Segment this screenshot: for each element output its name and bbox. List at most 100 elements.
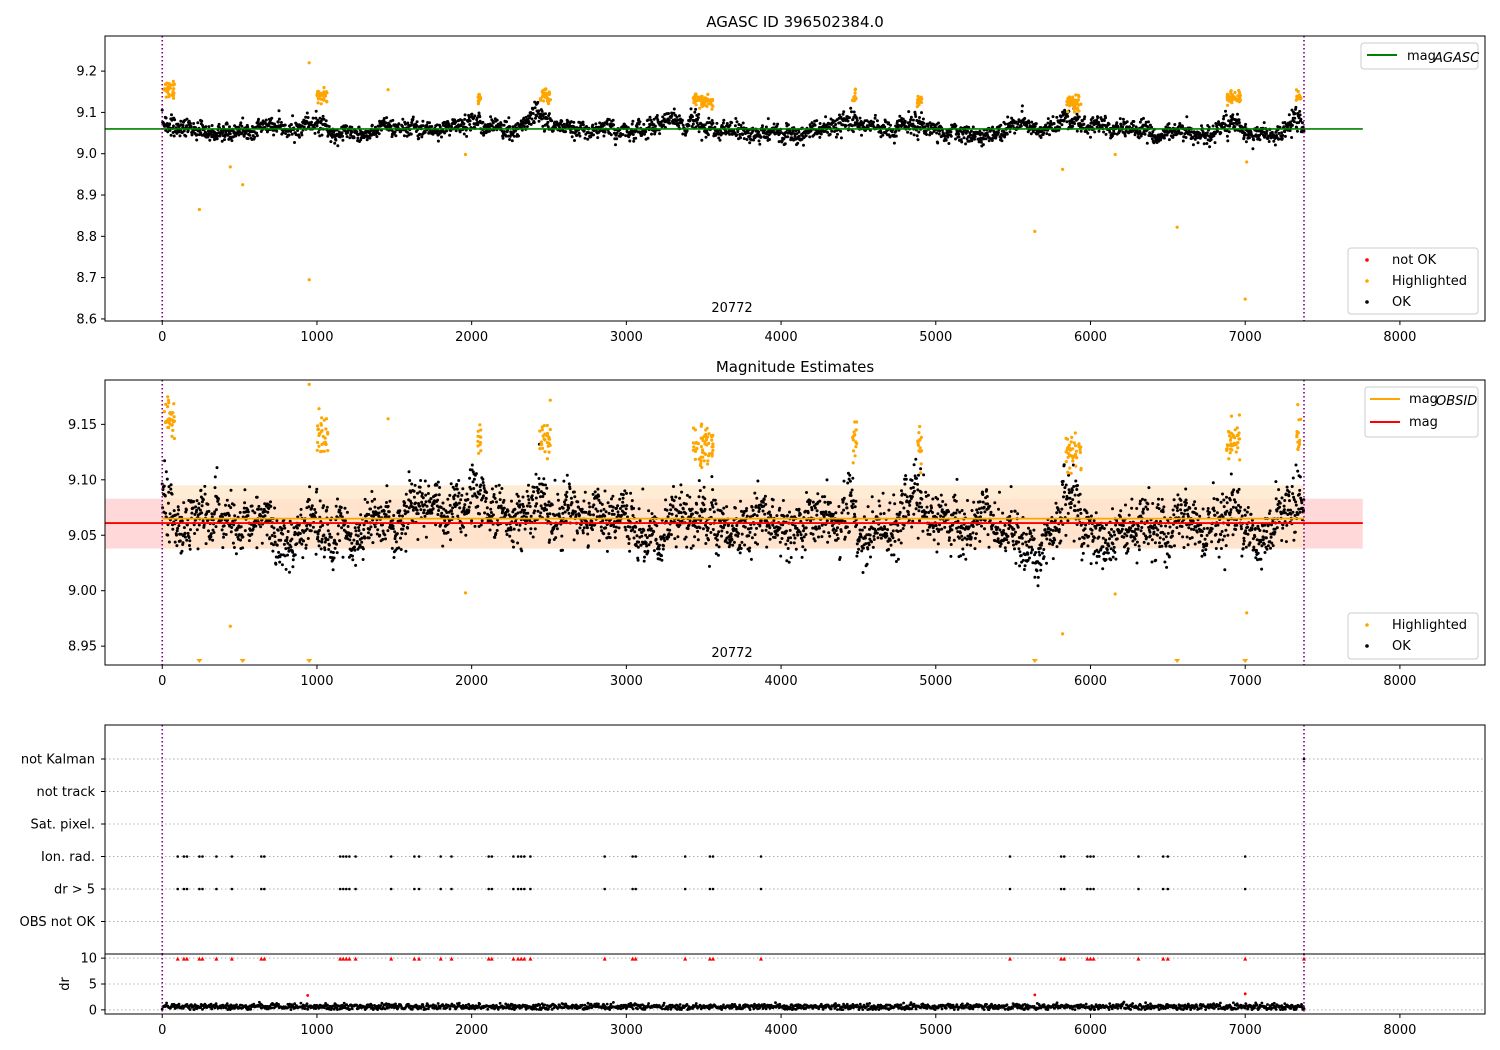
ok-point xyxy=(693,535,697,539)
ok-point xyxy=(204,125,208,129)
ok-point xyxy=(1039,136,1043,139)
ok-point xyxy=(173,118,177,122)
ok-point xyxy=(430,125,434,128)
ok-point xyxy=(404,122,407,126)
highlighted-point xyxy=(477,97,482,101)
ok-point xyxy=(532,485,536,489)
p1-xtick-label: 5000 xyxy=(919,330,952,345)
ok-point xyxy=(834,135,838,139)
ok-point xyxy=(588,505,592,509)
ok-point xyxy=(1167,138,1171,142)
ok-point xyxy=(369,525,373,529)
ok-point xyxy=(570,501,574,504)
ok-point xyxy=(633,530,637,534)
ok-point xyxy=(359,513,363,517)
ok-point xyxy=(700,138,704,142)
ok-point xyxy=(413,483,417,487)
ok-point xyxy=(206,502,210,506)
ok-point xyxy=(794,129,798,133)
ok-point xyxy=(873,113,877,117)
ok-point xyxy=(302,125,306,129)
ok-point xyxy=(458,506,462,510)
ok-point xyxy=(276,120,280,124)
ok-point xyxy=(248,133,252,137)
ok-point xyxy=(828,132,832,136)
ok-point xyxy=(1290,136,1294,139)
ok-point xyxy=(605,122,609,126)
ok-point xyxy=(230,526,234,529)
ok-point xyxy=(728,123,732,127)
ok-point xyxy=(207,125,211,129)
ok-point xyxy=(488,528,492,532)
ok-point xyxy=(1000,139,1004,143)
ok-point xyxy=(623,489,627,493)
ok-point xyxy=(296,129,300,132)
ok-point xyxy=(275,129,279,133)
ok-point xyxy=(1294,105,1298,109)
ok-point xyxy=(446,530,450,534)
ok-point xyxy=(385,484,389,488)
ok-point xyxy=(707,538,710,542)
ok-point xyxy=(969,129,973,133)
ok-point xyxy=(711,528,715,531)
highlighted-point xyxy=(1073,106,1077,110)
ok-point xyxy=(409,132,413,136)
ok-point xyxy=(333,546,337,550)
ok-point xyxy=(554,536,558,540)
highlighted-point xyxy=(172,82,176,86)
ok-point xyxy=(1102,119,1106,122)
ok-point xyxy=(1073,122,1077,125)
ok-point xyxy=(418,132,422,136)
ok-point xyxy=(447,123,451,126)
ok-point xyxy=(702,485,706,489)
ok-point xyxy=(284,547,288,551)
ok-point xyxy=(300,542,304,546)
ok-point xyxy=(337,524,340,528)
highlighted-point xyxy=(1226,94,1231,98)
ok-point xyxy=(207,529,210,533)
ok-point xyxy=(443,131,447,135)
ok-point xyxy=(382,509,386,513)
ok-point xyxy=(530,117,534,121)
ok-point xyxy=(228,132,232,136)
p1-ytick-label: 9.1 xyxy=(76,106,97,121)
ok-point xyxy=(461,487,465,491)
ok-point xyxy=(195,528,199,532)
ok-point xyxy=(503,130,506,134)
ok-point xyxy=(216,497,220,501)
ok-point xyxy=(289,545,293,549)
ok-point xyxy=(321,114,325,118)
ok-point xyxy=(839,129,843,133)
ok-point xyxy=(748,134,752,138)
ok-point xyxy=(1224,113,1228,117)
ok-point xyxy=(830,129,834,133)
ok-point xyxy=(295,542,299,546)
ok-point xyxy=(198,508,202,512)
ok-point xyxy=(592,513,595,517)
ok-point xyxy=(591,123,595,127)
ok-point xyxy=(341,134,344,138)
ok-point xyxy=(536,100,540,104)
ok-point xyxy=(611,509,614,513)
ok-point xyxy=(539,511,543,515)
ok-point xyxy=(670,495,674,499)
ok-point xyxy=(444,125,448,129)
ok-point xyxy=(560,119,564,123)
ok-point xyxy=(398,514,401,518)
ok-point xyxy=(454,129,458,133)
ok-point xyxy=(611,494,615,498)
highlighted-point xyxy=(463,152,468,157)
ok-point xyxy=(1298,109,1302,113)
ok-point xyxy=(611,505,615,509)
ok-point xyxy=(715,538,719,542)
ok-point xyxy=(695,502,699,506)
ok-point xyxy=(485,506,489,510)
ok-point xyxy=(304,546,308,550)
ok-point xyxy=(649,540,653,544)
ok-point xyxy=(465,492,469,496)
ok-point xyxy=(247,539,251,543)
ok-point xyxy=(169,133,173,137)
ok-point xyxy=(208,138,212,142)
ok-point xyxy=(1280,136,1284,140)
ok-point xyxy=(674,495,678,499)
